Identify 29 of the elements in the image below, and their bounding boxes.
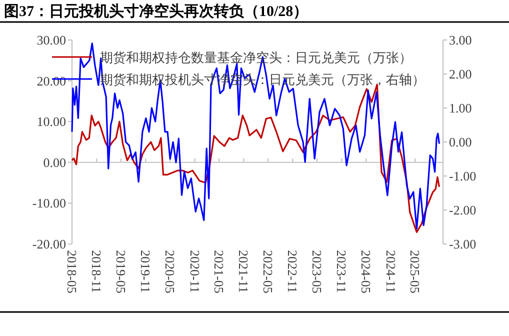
x-tick-label: 2023-11 xyxy=(334,250,350,293)
x-tick-label: 2020-11 xyxy=(187,250,202,293)
y-tick-label: 30.00 xyxy=(36,32,66,48)
legend-label: 期货和期权持仓数量基金净空头：日元兑美元（万张） xyxy=(100,50,412,65)
x-tick-label: 2023-05 xyxy=(310,250,325,294)
y-tick-label: 0.00 xyxy=(43,154,66,170)
y2-tick-label: 0.00 xyxy=(449,134,472,150)
y-tick-label: 10.00 xyxy=(36,114,66,130)
y2-tick-label: -3.00 xyxy=(449,236,476,252)
y2-tick-label: -2.00 xyxy=(449,202,476,218)
x-tick-label: 2019-11 xyxy=(138,250,154,293)
y-tick-label: -20.00 xyxy=(32,236,66,252)
x-tick-label: 2022-11 xyxy=(285,250,300,293)
x-tick-label: 2024-05 xyxy=(358,250,374,294)
y2-tick-label: -1.00 xyxy=(449,168,476,184)
x-tick-label: 2021-11 xyxy=(236,250,252,293)
y-tick-label: -10.00 xyxy=(32,196,66,211)
x-tick-label: 2018-05 xyxy=(64,250,80,294)
x-tick-label: 2018-11 xyxy=(89,250,104,293)
y2-tick-label: 1.00 xyxy=(449,100,472,116)
y2-tick-label: 2.00 xyxy=(449,66,472,82)
x-tick-label: 2020-05 xyxy=(162,250,178,294)
y2-tick-label: 3.00 xyxy=(449,32,472,48)
x-tick-label: 2024-11 xyxy=(383,250,398,293)
x-tick-label: 2022-05 xyxy=(260,250,276,294)
x-tick-label: 2021-05 xyxy=(212,250,227,294)
x-tick-label: 2019-05 xyxy=(113,250,128,294)
x-tick-label: 2025-05 xyxy=(408,250,423,294)
title: 图37：日元投机头寸净空头再次转负（10/28） xyxy=(4,4,308,20)
